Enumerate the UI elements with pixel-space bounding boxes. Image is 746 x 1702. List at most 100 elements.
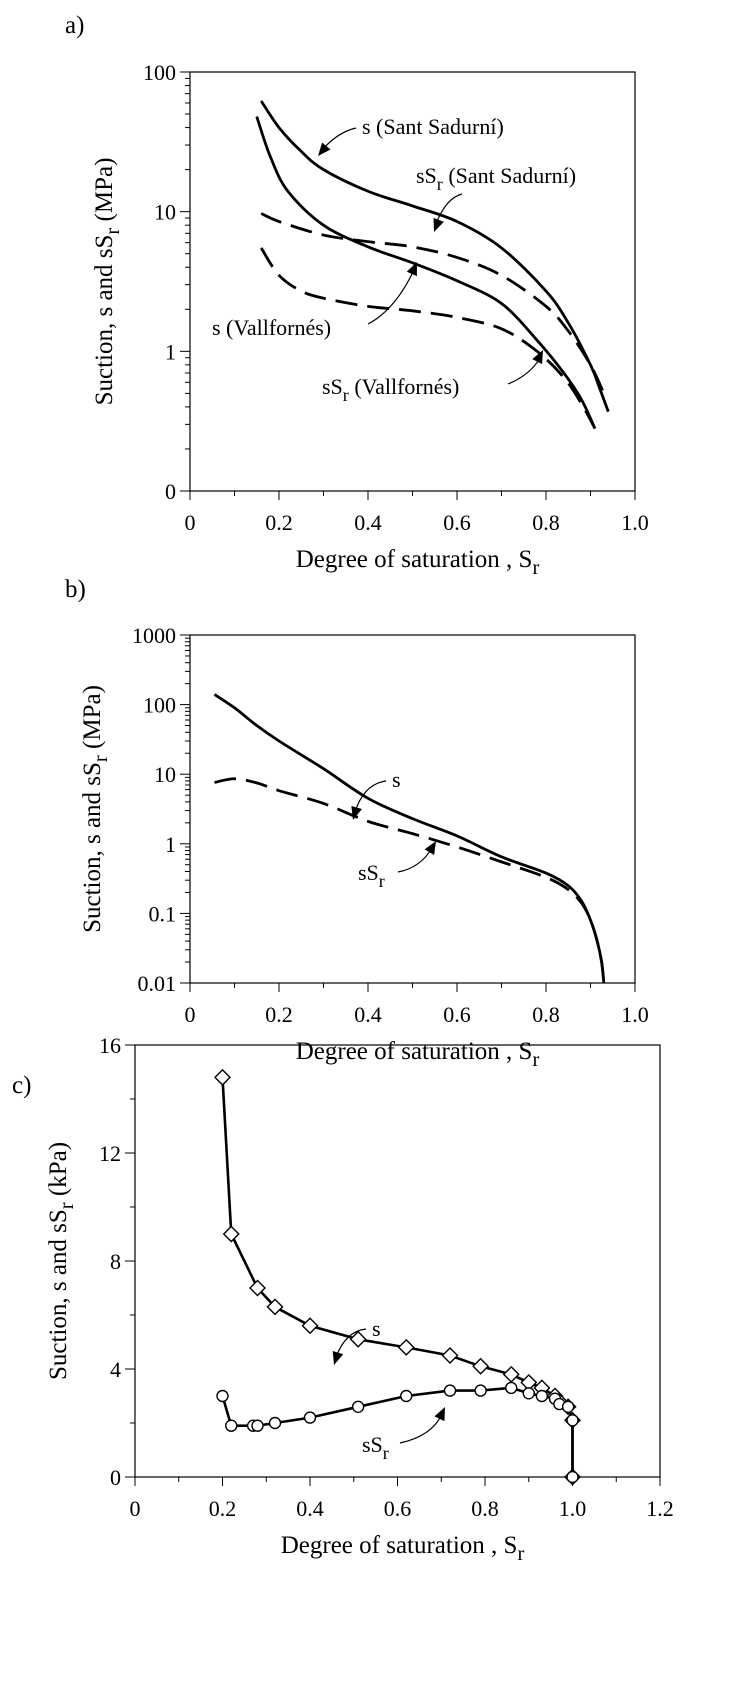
data-point-diamond	[214, 1068, 231, 1086]
series-label-2-arrowhead	[424, 841, 436, 855]
plot-frame	[189, 634, 636, 984]
x-tick-label: 0	[185, 1002, 196, 1027]
data-point-circle	[351, 1400, 365, 1414]
series-label-1-arrowhead	[332, 1350, 344, 1365]
y-tick-label: 1	[165, 339, 176, 364]
series-label: sSr (Vallfornés)	[322, 374, 459, 405]
y-tick-label: 10	[154, 200, 176, 225]
series-label-3-leader-line	[367, 269, 415, 325]
x-axis-title: Degree of saturation , Sr	[281, 1532, 525, 1565]
data-point-circle	[566, 1414, 579, 1427]
x-tick-label: 1.0	[621, 1002, 649, 1027]
x-tick-label: 0.8	[471, 1496, 499, 1521]
chart-panel-3: c) 0 4 8 12 16 0 0.2 0.4 0.6 0.8 1.0 1.2 Degree of sa…	[12, 1033, 674, 1565]
data-point-circle	[474, 1384, 487, 1397]
y-tick-label: 4	[110, 1357, 121, 1382]
data-point-diamond	[502, 1365, 520, 1383]
series-line-3	[255, 116, 597, 430]
y-tick-label: 8	[110, 1249, 121, 1274]
series-line-1	[260, 100, 610, 413]
x-tick-label: 1.2	[646, 1496, 674, 1521]
x-tick-label: 0.8	[532, 510, 560, 535]
x-axis-title: Degree of saturation , Sr	[296, 546, 540, 579]
data-point-circle	[251, 1419, 264, 1432]
x-tick-label: 0	[185, 510, 196, 535]
series-label-3-arrowhead	[406, 262, 417, 277]
series-label-1-arrowhead	[351, 805, 362, 820]
data-point-diamond	[397, 1338, 415, 1356]
x-tick-label: 0.4	[354, 1002, 382, 1027]
series-label-1-leader-line	[354, 780, 387, 813]
panel-label: a)	[65, 12, 84, 39]
data-point-diamond	[266, 1298, 284, 1316]
panel-label: c)	[12, 1072, 31, 1099]
y-axis-title: Suction, s and sSr (MPa)	[79, 685, 112, 933]
data-point-circle	[505, 1381, 518, 1395]
series-label: s	[392, 767, 401, 792]
series-label-1-arrowhead	[318, 142, 331, 156]
series-label: sSr	[362, 1432, 389, 1463]
y-tick-label: 0	[165, 479, 176, 504]
series-label-2-arrowhead	[434, 1407, 445, 1422]
data-point-diamond	[301, 1317, 319, 1335]
data-point-diamond	[222, 1225, 240, 1243]
x-tick-label: 0.4	[354, 510, 382, 535]
x-tick-label: 0.4	[296, 1496, 324, 1521]
panel-label: b)	[65, 576, 86, 603]
y-tick-label: 100	[143, 693, 176, 718]
x-axis-title: Degree of saturation , Sr	[296, 1038, 540, 1071]
data-point-circle	[216, 1389, 229, 1403]
series-label-4-arrowhead	[532, 350, 543, 365]
y-tick-label: 1000	[132, 623, 176, 648]
plot-frame	[134, 1044, 661, 1478]
series-label-4-leader-line	[507, 357, 541, 385]
series-line-1	[213, 693, 606, 984]
x-tick-label: 0.2	[265, 1002, 293, 1027]
x-tick-label: 0.6	[443, 510, 471, 535]
chart-panel-1: a) 0 1 10 100 0 0.2 0.4 0.6 0.8 1.0 Degree of satur…	[65, 12, 649, 579]
data-point-circle	[561, 1400, 575, 1414]
x-tick-label: 0	[130, 1496, 141, 1521]
series-label: s (Sant Sadurní)	[362, 114, 504, 139]
series-label-2-leader-line	[397, 847, 433, 873]
y-tick-label: 0.01	[138, 971, 177, 996]
y-tick-label: 16	[99, 1033, 121, 1058]
series-label: sSr (Sant Sadurní)	[416, 163, 576, 194]
series-line-2	[221, 1386, 574, 1477]
x-tick-label: 1.0	[621, 510, 649, 535]
x-tick-label: 1.0	[559, 1496, 587, 1521]
data-point-circle	[400, 1389, 413, 1403]
series-line-2	[260, 212, 606, 394]
y-tick-label: 0	[110, 1465, 121, 1490]
data-point-circle	[443, 1384, 457, 1397]
data-point-circle	[566, 1470, 579, 1484]
series-label: s (Vallfornés)	[212, 315, 331, 340]
y-tick-label: 1	[165, 832, 176, 857]
x-tick-label: 0.2	[209, 1496, 237, 1521]
x-tick-label: 0.2	[265, 510, 293, 535]
series-label: sSr	[358, 860, 385, 891]
data-point-circle	[522, 1387, 535, 1400]
data-point-circle	[303, 1411, 317, 1424]
x-tick-label: 0.8	[532, 1002, 560, 1027]
series-line-4	[260, 247, 597, 430]
x-tick-label: 0.6	[384, 1496, 412, 1521]
y-axis-title: Suction, s and sSr (kPa)	[45, 1142, 78, 1380]
y-axis-title: Suction, s and sSr (MPa)	[91, 158, 124, 406]
y-tick-label: 0.1	[149, 901, 177, 926]
data-point-circle	[535, 1389, 549, 1403]
data-point-diamond	[349, 1330, 367, 1348]
series-label-2-arrowhead	[433, 217, 444, 232]
series-label: s	[372, 1316, 381, 1341]
series-label-2-leader-line	[399, 1413, 443, 1444]
x-tick-label: 0.6	[443, 1002, 471, 1027]
data-point-circle	[225, 1419, 238, 1432]
data-point-circle	[268, 1416, 282, 1430]
y-tick-label: 12	[99, 1141, 121, 1166]
y-tick-label: 100	[143, 60, 176, 85]
chart-panel-2: b) 0.01 0.1 1 10 100 1000 0 0.2 0.4 0.6 0.8 1.0 Degre…	[65, 576, 649, 1071]
data-point-diamond	[472, 1357, 490, 1375]
y-tick-label: 10	[154, 762, 176, 787]
data-point-diamond	[441, 1347, 459, 1364]
